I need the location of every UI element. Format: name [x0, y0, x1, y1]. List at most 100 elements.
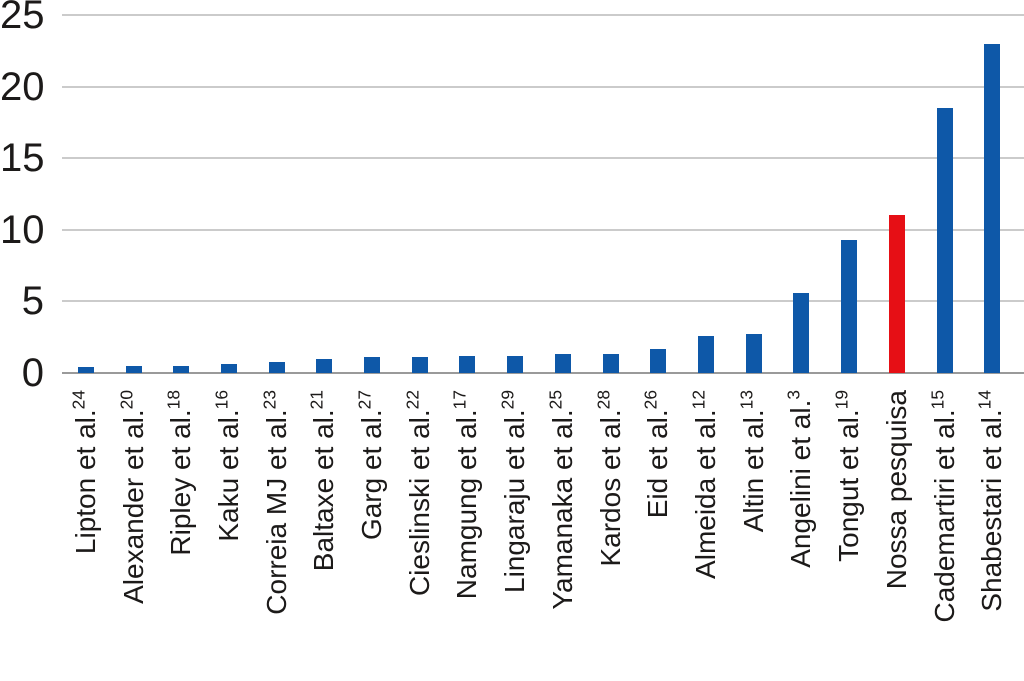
bar [220, 364, 237, 373]
reference-superscript: 19 [831, 390, 852, 410]
bar-cell [348, 15, 396, 373]
bar [507, 355, 524, 373]
bar [364, 357, 381, 373]
y-tick-label: 25 [0, 0, 45, 37]
x-category-label: Lipton et al.24 [68, 390, 101, 555]
gridline [62, 85, 1024, 88]
bar-cell [921, 15, 969, 373]
bar [173, 365, 190, 373]
x-category-cell: Cademartiri et al.15 [921, 388, 969, 681]
reference-superscript: 23 [259, 390, 280, 410]
bar-cell [968, 15, 1016, 373]
bar-cell [825, 15, 873, 373]
x-category-cell: Correia MJ et al.23 [253, 388, 301, 681]
bar [602, 354, 619, 373]
y-tick-label: 0 [21, 351, 44, 395]
x-category-label: Ripley et al.18 [163, 390, 197, 556]
bar [554, 354, 571, 373]
x-category-cell: Lipton et al.24 [62, 388, 110, 681]
bar [459, 355, 476, 373]
reference-superscript: 29 [497, 390, 518, 410]
x-category-cell: Shabestari et al.14 [968, 388, 1016, 681]
bar-cell [873, 15, 921, 373]
bar-cell [730, 15, 778, 373]
x-category-label: Angelini et al.3 [784, 390, 817, 568]
gridline [62, 228, 1024, 231]
reference-superscript: 25 [545, 390, 566, 410]
bar-cell [539, 15, 587, 373]
x-category-label: Kardos et al.28 [593, 390, 626, 567]
x-category-label: Alexander et al.20 [116, 390, 149, 604]
bar-cell [491, 15, 539, 373]
x-category-label: Garg et al.27 [354, 390, 388, 541]
x-axis-line [62, 372, 1024, 374]
bar-cell [301, 15, 349, 373]
x-category-label: Almeida et al.12 [688, 390, 721, 579]
x-category-label: Nossa pesquisa [880, 390, 912, 590]
bar [841, 239, 858, 373]
x-category-label: Kaku et al.16 [211, 390, 244, 542]
x-category-cell: Tongut et al.19 [825, 388, 873, 681]
x-category-label: Cieslinski et al.22 [402, 390, 435, 597]
bar-cell [778, 15, 826, 373]
bar-cell [396, 15, 444, 373]
bar [125, 365, 142, 373]
bar [411, 357, 428, 373]
x-category-cell: Garg et al.27 [348, 388, 396, 681]
x-category-label: Cademartiri et al.15 [927, 390, 960, 623]
reference-superscript: 15 [927, 390, 948, 410]
reference-superscript: 28 [593, 390, 614, 410]
bar [936, 108, 953, 373]
y-tick-label: 5 [21, 279, 44, 324]
reference-superscript: 3 [784, 390, 805, 400]
bar-cell [205, 15, 253, 373]
reference-superscript: 14 [974, 390, 995, 410]
reference-superscript: 20 [116, 390, 137, 410]
reference-superscript: 26 [640, 390, 661, 410]
bar [268, 361, 285, 373]
bar-cell [157, 15, 205, 373]
bar-cell [62, 15, 110, 373]
x-category-label: Altin et al.13 [736, 390, 769, 533]
bar [793, 292, 810, 373]
x-category-label: Shabestari et al.14 [974, 390, 1008, 612]
bar [77, 367, 94, 373]
reference-superscript: 17 [450, 390, 471, 410]
x-category-label: Tongut et al.19 [831, 390, 865, 562]
x-category-cell: Lingaraju et al.29 [491, 388, 539, 681]
x-category-cell: Eid et al.26 [634, 388, 682, 681]
bar [650, 348, 667, 373]
gridline [62, 157, 1024, 160]
x-category-label: Correia MJ et al.23 [259, 390, 292, 615]
x-category-cell: Namgung et al.17 [444, 388, 492, 681]
bars-row [62, 15, 1016, 373]
reference-superscript: 22 [402, 390, 423, 410]
bar-cell [587, 15, 635, 373]
x-category-cell: Kardos et al.28 [587, 388, 635, 681]
bar-cell [110, 15, 158, 373]
bar-cell [444, 15, 492, 373]
x-category-label: Lingaraju et al.29 [497, 390, 531, 593]
reference-superscript: 12 [688, 390, 709, 410]
x-category-cell: Yamanaka et al.25 [539, 388, 587, 681]
x-category-cell: Angelini et al.3 [778, 388, 826, 681]
x-category-cell: Nossa pesquisa [873, 388, 921, 681]
bar-cell [634, 15, 682, 373]
y-tick-label: 15 [0, 136, 45, 181]
x-category-cell: Ripley et al.18 [157, 388, 205, 681]
y-tick-label: 20 [0, 64, 45, 109]
reference-superscript: 16 [211, 390, 232, 410]
reference-superscript: 27 [354, 390, 375, 410]
x-category-label: Baltaxe et al.21 [307, 390, 340, 572]
x-category-label: Yamanaka et al.25 [545, 390, 578, 610]
bar [745, 334, 762, 373]
x-category-cell: Baltaxe et al.21 [301, 388, 349, 681]
bar [316, 358, 333, 373]
x-category-cell: Altin et al.13 [730, 388, 778, 681]
x-category-label: Eid et al.26 [640, 390, 674, 519]
gridline [62, 300, 1024, 303]
bar [984, 43, 1001, 373]
bar [697, 335, 714, 373]
highlight-bar [888, 215, 905, 373]
